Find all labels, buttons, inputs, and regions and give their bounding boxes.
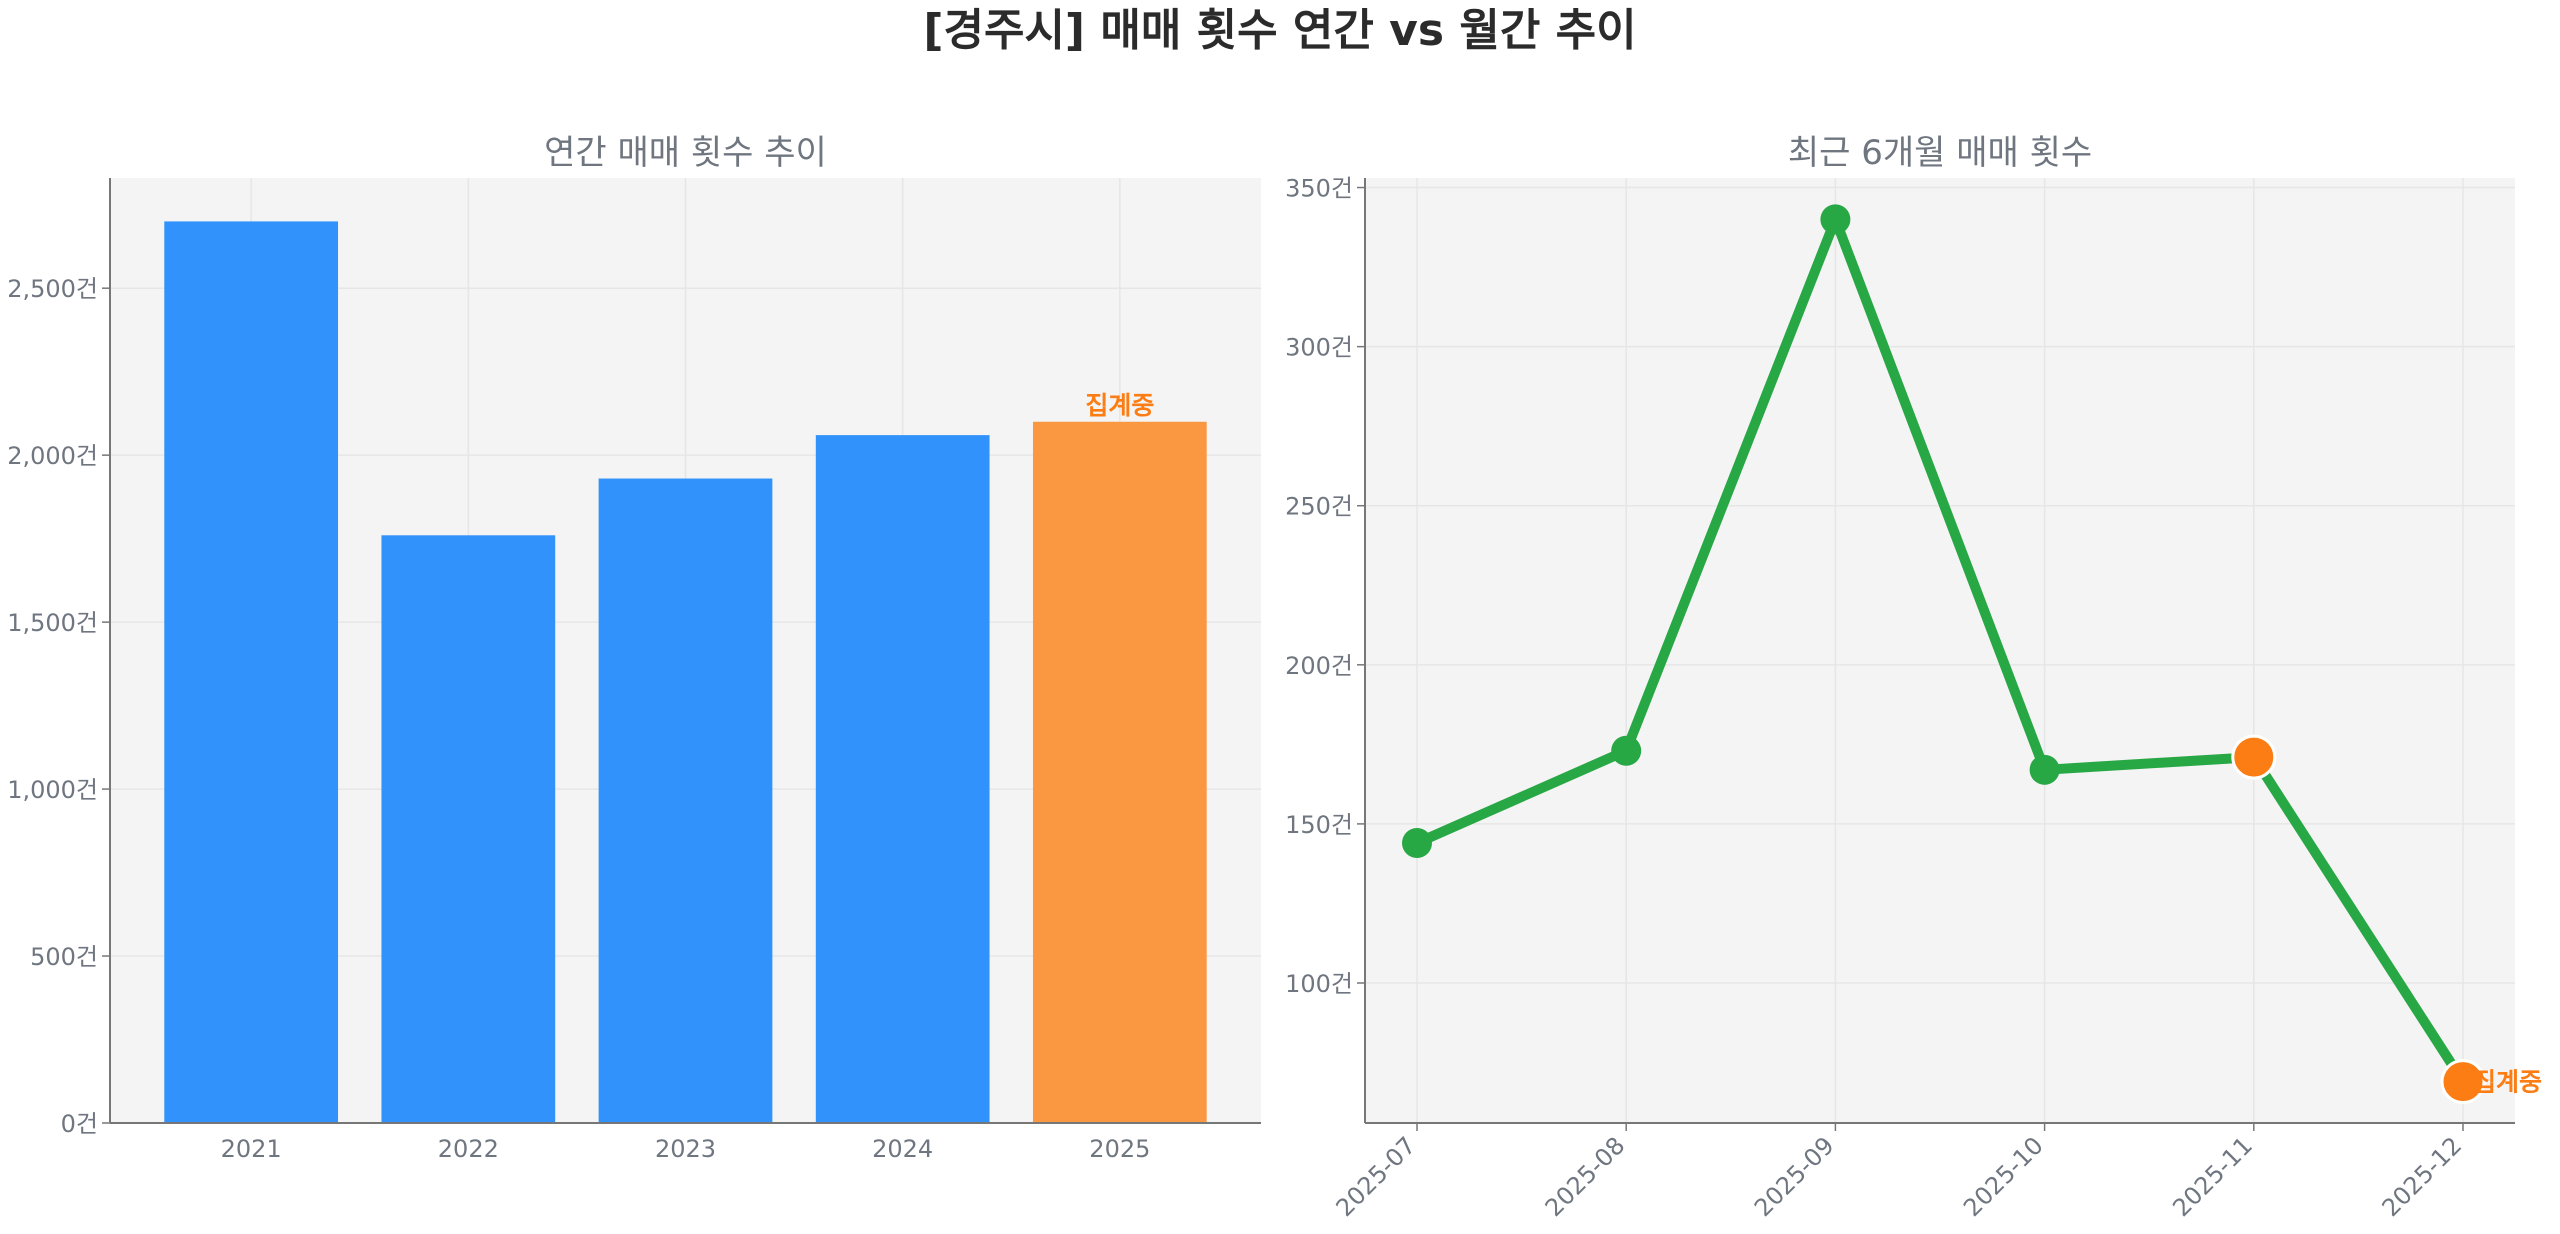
bar-chart-title: 연간 매매 횟수 추이 [544,133,827,173]
x-tick-label: 2025-10 [1958,1131,2049,1222]
bar-2021 [164,221,339,1123]
y-tick-label: 150건 [1285,811,1353,839]
y-tick-label: 1,000건 [7,776,98,804]
x-tick-label: 2022 [438,1135,499,1163]
y-tick-label: 300건 [1285,334,1353,362]
x-tick-label: 2025-09 [1749,1131,1840,1222]
y-tick-label: 2,500건 [7,275,98,303]
bar-2025 [1032,421,1207,1123]
x-tick-label: 2025-08 [1540,1131,1631,1222]
data-point-2025-10 [2029,754,2060,785]
y-tick-label: 0건 [61,1110,98,1138]
y-tick-label: 500건 [30,943,98,971]
data-point-2025-12 [2440,1059,2486,1105]
y-tick-label: 250건 [1285,493,1353,521]
x-tick-label: 2025-11 [2167,1131,2258,1222]
x-tick-label: 2024 [872,1135,933,1163]
x-tick-label: 2025-12 [2377,1131,2468,1222]
x-tick-label: 2021 [221,1135,282,1163]
data-point-2025-08 [1611,735,1642,766]
data-point-2025-11 [2231,734,2277,780]
data-point-2025-09 [1820,204,1851,235]
y-tick-label: 1,500건 [7,609,98,637]
y-tick-label: 2,000건 [7,442,98,470]
line-chart-plot-area [1365,178,2515,1123]
figure-title: [경주시] 매매 횟수 연간 vs 월간 추이 [923,5,1637,56]
y-tick-label: 200건 [1285,652,1353,680]
bar-annotation: 집계중 [1085,391,1154,420]
point-annotation: 집계중 [2473,1068,2542,1097]
x-tick-label: 2025 [1089,1135,1150,1163]
bar-2024 [815,435,990,1124]
series-line [1414,214,2468,1085]
bar-2023 [598,478,773,1123]
y-tick-label: 350건 [1285,175,1353,203]
bar-2022 [381,535,556,1123]
line-chart-title: 최근 6개월 매매 횟수 [1788,133,2092,173]
x-tick-label: 2025-07 [1331,1131,1422,1222]
y-tick-label: 100건 [1285,970,1353,998]
x-tick-label: 2023 [655,1135,716,1163]
data-point-2025-07 [1402,828,1432,858]
